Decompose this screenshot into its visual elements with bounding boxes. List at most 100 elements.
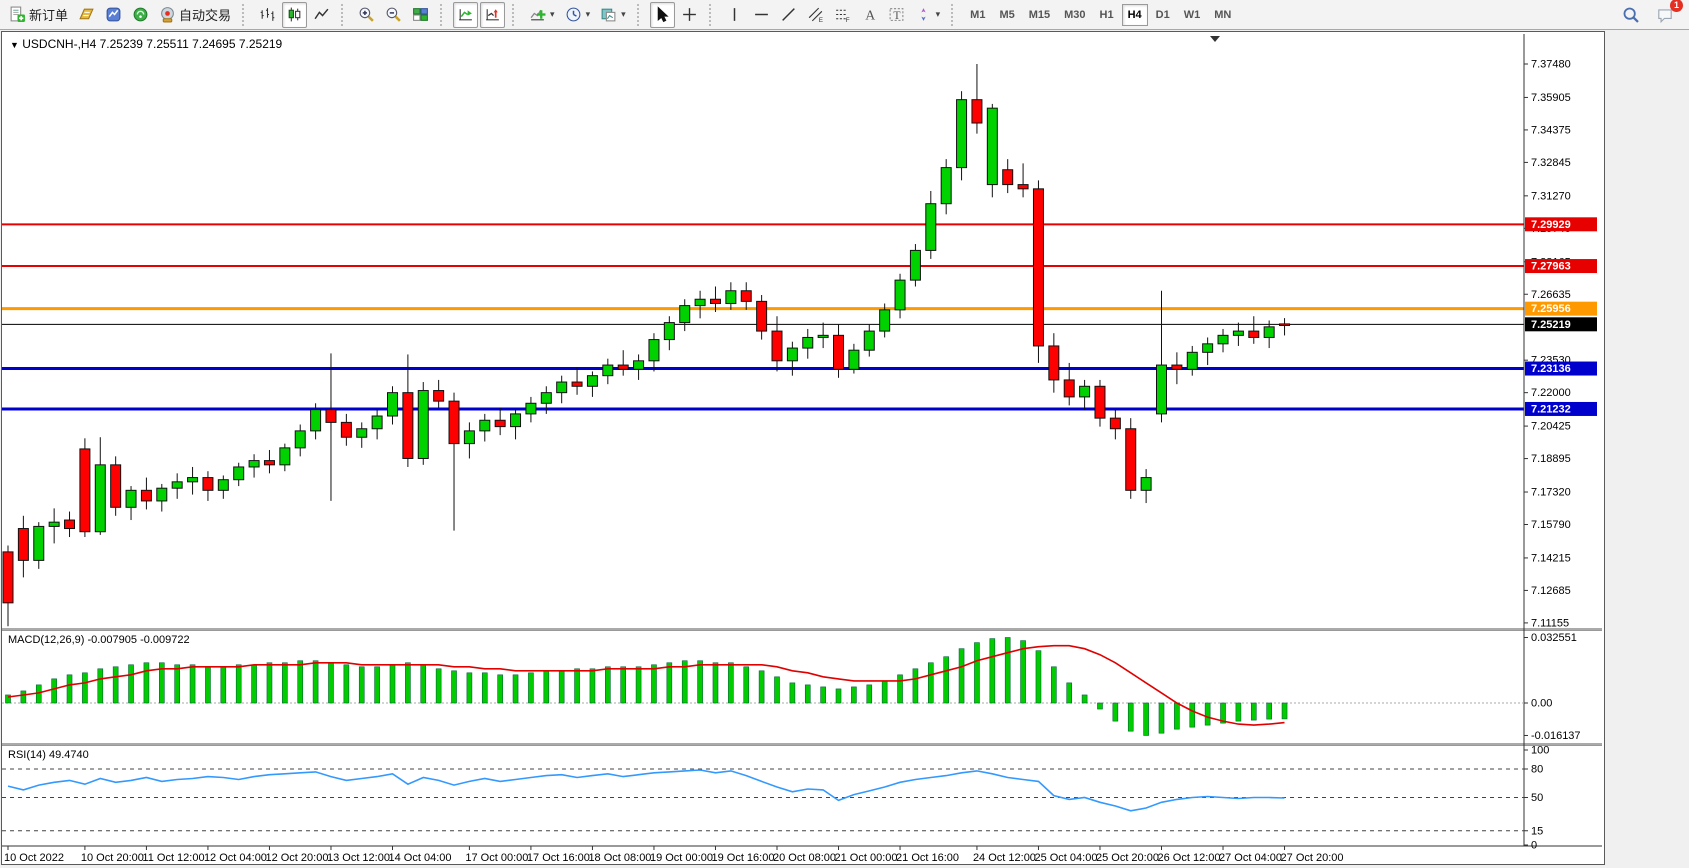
line-chart-button[interactable] [309, 2, 334, 28]
svg-text:7.23136: 7.23136 [1531, 363, 1571, 375]
signals-button[interactable] [128, 2, 153, 28]
svg-text:20 Oct 08:00: 20 Oct 08:00 [773, 852, 836, 862]
timeframe-d1-button[interactable]: D1 [1155, 8, 1170, 21]
dropdown-caret-icon[interactable]: ▾ [621, 9, 626, 19]
market-watch-button[interactable] [101, 2, 126, 28]
text-button[interactable]: A [857, 2, 882, 28]
zoom-in-button[interactable] [354, 2, 379, 28]
market-icon [106, 7, 121, 22]
svg-text:12 Oct 20:00: 12 Oct 20:00 [265, 852, 328, 862]
template-icon [601, 8, 616, 22]
svg-text:7.26635: 7.26635 [1531, 289, 1571, 301]
svg-text:7.35905: 7.35905 [1531, 92, 1571, 104]
profiles-button[interactable] [74, 2, 99, 28]
equidistant-channel-button[interactable]: E [803, 2, 828, 28]
chart-shift-button[interactable] [480, 1, 506, 28]
timeframe-m1-button[interactable]: M1 [970, 8, 986, 21]
text-label-button[interactable]: T [884, 2, 909, 28]
profiles-icon [79, 8, 94, 20]
svg-text:15: 15 [1531, 825, 1543, 837]
horizontal-line-button[interactable] [749, 2, 774, 28]
dropdown-caret-icon[interactable]: ▾ [935, 9, 941, 19]
vertical-line-button[interactable] [722, 2, 747, 28]
svg-text:11 Oct 12:00: 11 Oct 12:00 [142, 852, 204, 862]
crosshair-button[interactable] [677, 2, 702, 28]
svg-text:80: 80 [1531, 764, 1543, 776]
svg-text:MACD(12,26,9) -0.007905 -0.009: MACD(12,26,9) -0.007905 -0.009722 [8, 634, 190, 646]
bar-chart-button[interactable] [255, 2, 280, 28]
svg-text:21 Oct 00:00: 21 Oct 00:00 [835, 852, 898, 862]
svg-text:21 Oct 16:00: 21 Oct 16:00 [896, 852, 959, 862]
svg-text:7.25956: 7.25956 [1531, 303, 1571, 315]
svg-text:▼ USDCNH-,H4 7.25239 7.25511: ▼ USDCNH-,H4 7.25239 7.25511 7.24695 7.2… [10, 37, 283, 51]
svg-text:25 Oct 20:00: 25 Oct 20:00 [1096, 852, 1159, 862]
auto-trading-button[interactable]: 自动交易 [155, 2, 235, 28]
templates-button[interactable]: ▾ [596, 2, 630, 28]
toolbar-separator [951, 3, 959, 26]
search-button[interactable] [1618, 2, 1644, 28]
svg-text:7.20425: 7.20425 [1531, 421, 1571, 433]
channel-icon: E [808, 7, 823, 23]
crosshair-icon [682, 8, 696, 21]
new-order-button-label: 新订单 [29, 8, 69, 23]
svg-text:7.34375: 7.34375 [1531, 124, 1571, 136]
timeframe-m30-button[interactable]: M30 [1064, 8, 1086, 21]
timeframe-m5-button[interactable]: M5 [999, 8, 1015, 21]
svg-text:7.27963: 7.27963 [1531, 261, 1571, 273]
svg-text:0.032551: 0.032551 [1531, 632, 1577, 644]
svg-text:27 Oct 20:00: 27 Oct 20:00 [1281, 852, 1344, 862]
toolbar-separator [636, 3, 645, 26]
tile-windows-button[interactable] [408, 2, 433, 28]
tiles-icon [413, 8, 428, 21]
svg-text:18 Oct 08:00: 18 Oct 08:00 [588, 852, 651, 862]
svg-text:7.18895: 7.18895 [1531, 453, 1571, 465]
svg-text:0.00: 0.00 [1531, 698, 1552, 710]
textA-icon: A [865, 7, 875, 22]
svg-text:7.11155: 7.11155 [1531, 617, 1569, 629]
trendline-button[interactable] [776, 2, 801, 28]
candles-icon [288, 7, 301, 22]
timeframe-h1-button[interactable]: H1 [1099, 8, 1114, 21]
svg-text:-0.016137: -0.016137 [1531, 730, 1581, 742]
svg-text:13 Oct 12:00: 13 Oct 12:00 [327, 852, 390, 862]
notification-badge: 1 [1670, 0, 1683, 12]
timeframe-m15-button[interactable]: M15 [1028, 8, 1051, 21]
svg-text:7.37480: 7.37480 [1531, 59, 1571, 71]
fibonacci-button[interactable]: F [830, 2, 855, 28]
cursor-button[interactable] [649, 1, 675, 28]
svg-text:17 Oct 00:00: 17 Oct 00:00 [465, 852, 528, 862]
svg-text:E: E [818, 17, 822, 23]
svg-text:24 Oct 12:00: 24 Oct 12:00 [973, 852, 1036, 862]
toolbar-separator [708, 3, 717, 26]
chart-canvas[interactable]: 7.374807.359057.343757.328457.312707.297… [2, 32, 1602, 864]
chart-window: 7.374807.359057.343757.328457.312707.297… [1, 31, 1605, 865]
periods-button[interactable]: ▾ [561, 2, 595, 28]
neworder-icon [10, 6, 25, 22]
svg-text:0: 0 [1531, 840, 1537, 852]
timeframe-w1-button[interactable]: W1 [1183, 8, 1201, 21]
textT-icon: T [889, 8, 904, 22]
svg-text:19 Oct 00:00: 19 Oct 00:00 [650, 852, 713, 862]
svg-text:100: 100 [1531, 745, 1549, 757]
timeframe-h4-button[interactable]: H4 [1121, 3, 1148, 26]
indicators-icon [530, 9, 546, 21]
toolbar-separator [341, 3, 349, 26]
dropdown-caret-icon[interactable]: ▾ [550, 9, 555, 19]
auto-scroll-button[interactable] [453, 1, 479, 28]
new-order-button[interactable]: 新订单 [5, 2, 72, 28]
fibo-icon: F [835, 9, 849, 23]
indicators-button[interactable]: ▾ [525, 2, 559, 28]
dropdown-caret-icon[interactable]: ▾ [585, 9, 591, 19]
svg-text:F: F [845, 17, 849, 23]
notifications-button[interactable]: 1 [1652, 0, 1683, 28]
svg-text:50: 50 [1531, 792, 1543, 804]
zoom-out-button[interactable] [381, 2, 406, 28]
candlestick-chart-button[interactable] [282, 1, 308, 28]
svg-text:12 Oct 04:00: 12 Oct 04:00 [204, 852, 267, 862]
svg-text:19 Oct 16:00: 19 Oct 16:00 [711, 852, 774, 862]
timeframe-mn-button[interactable]: MN [1214, 8, 1232, 21]
window-gutter [1605, 31, 1689, 868]
arrows-button[interactable]: ▾ [911, 2, 945, 28]
svg-text:7.31270: 7.31270 [1531, 190, 1571, 202]
